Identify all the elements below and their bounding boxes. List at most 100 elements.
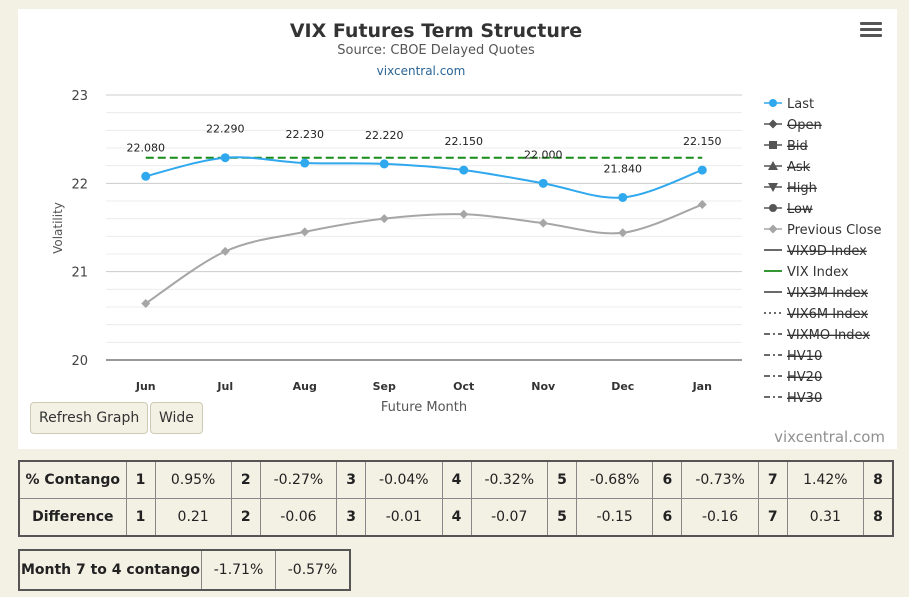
- legend-item-label[interactable]: VIXMO Index: [787, 328, 870, 343]
- month-7-to-4-table: Month 7 to 4 contango -1.71% -0.57%: [18, 549, 351, 591]
- difference-month-number: 6: [652, 498, 683, 537]
- last-point: [379, 159, 389, 169]
- legend-triangle-icon: [768, 161, 778, 170]
- last-data-label: 22.220: [365, 129, 404, 142]
- difference-value: -0.06: [259, 498, 338, 537]
- contango-value: -0.27%: [259, 460, 338, 499]
- chart-menu-icon[interactable]: [860, 22, 882, 40]
- contango-month-number: 6: [652, 460, 683, 499]
- legend-item-label[interactable]: Low: [787, 202, 813, 217]
- y-tick-label: 22: [71, 177, 88, 192]
- difference-value: -0.01: [365, 498, 443, 537]
- legend-item-label[interactable]: HV20: [787, 370, 822, 385]
- contango-value: 1.42%: [786, 460, 864, 499]
- x-tick-label: Oct: [453, 380, 474, 393]
- difference-month-number: 7: [757, 498, 788, 537]
- contango-value: -0.32%: [470, 460, 548, 499]
- legend-item-label[interactable]: High: [787, 181, 817, 196]
- legend-item-label[interactable]: VIX Index: [787, 265, 849, 280]
- x-tick-label: Nov: [531, 380, 556, 393]
- previous-close-point: [300, 227, 310, 237]
- legend-item-label[interactable]: Bid: [787, 139, 808, 154]
- difference-value: -0.15: [575, 498, 654, 537]
- last-data-label: 22.290: [206, 123, 245, 136]
- x-tick-label: Aug: [293, 380, 317, 393]
- contango-month-number: 1: [125, 460, 156, 499]
- chart-subtitle: Source: CBOE Delayed Quotes: [337, 43, 535, 58]
- previous-close-point: [379, 214, 389, 224]
- x-tick-label: Jan: [692, 380, 712, 393]
- contango-month-number: 4: [441, 460, 472, 499]
- contango-value: -0.68%: [575, 460, 654, 499]
- chart-title: VIX Futures Term Structure: [290, 20, 582, 42]
- y-tick-label: 23: [71, 89, 88, 104]
- difference-value: 0.31: [786, 498, 864, 537]
- month-7-to-4-value-2: -0.57%: [275, 549, 351, 591]
- legend-item-label[interactable]: VIX9D Index: [787, 244, 867, 259]
- y-axis-label: Volatility: [51, 202, 65, 254]
- contango-month-number: 2: [230, 460, 261, 499]
- chart-panel: VIX Futures Term Structure Source: CBOE D…: [18, 9, 897, 449]
- contango-row: % Contango 1 0.95% 2 -0.27% 3 -0.04% 4 -0.32% 5 -0…: [18, 460, 894, 499]
- legend-item-label[interactable]: HV30: [787, 391, 822, 406]
- contango-month-number: 8: [862, 460, 894, 499]
- legend-triangle-down-icon: [768, 183, 778, 192]
- contango-month-number: 3: [336, 460, 367, 499]
- difference-month-number: 8: [862, 498, 894, 537]
- difference-row: Difference 1 0.21 2 -0.06 3 -0.01 4 -0.07 5 -0.15 6…: [18, 498, 894, 537]
- difference-month-number: 5: [546, 498, 577, 537]
- x-tick-label: Jun: [135, 380, 156, 393]
- last-point: [538, 178, 548, 188]
- difference-month-number: 1: [125, 498, 156, 537]
- y-tick-label: 20: [71, 354, 88, 369]
- contango-value: 0.95%: [154, 460, 232, 499]
- month-7-to-4-value-1: -1.71%: [201, 549, 276, 591]
- legend-item-label[interactable]: Previous Close: [787, 223, 882, 238]
- previous-close-point: [538, 218, 548, 228]
- last-point: [300, 158, 310, 168]
- difference-month-number: 3: [336, 498, 367, 537]
- last-data-label: 22.230: [286, 128, 325, 141]
- legend-diamond-icon: [768, 119, 778, 129]
- previous-close-point: [459, 209, 469, 219]
- difference-header: Difference: [18, 498, 127, 537]
- legend-item-label[interactable]: Ask: [787, 160, 811, 175]
- legend-item-label[interactable]: HV10: [787, 349, 822, 364]
- last-data-label: 22.000: [524, 148, 563, 161]
- x-tick-label: Jul: [216, 380, 233, 393]
- previous-close-point: [697, 200, 707, 210]
- difference-value: -0.07: [470, 498, 548, 537]
- difference-value: -0.16: [681, 498, 759, 537]
- legend-circle-icon: [769, 204, 777, 212]
- contango-value: -0.04%: [365, 460, 443, 499]
- x-tick-label: Sep: [373, 380, 396, 393]
- legend-item-label[interactable]: Open: [787, 118, 822, 133]
- legend-item-label[interactable]: VIX6M Index: [787, 307, 868, 322]
- month-7-to-4-header: Month 7 to 4 contango: [18, 549, 202, 591]
- last-point: [459, 165, 469, 175]
- last-data-label: 22.150: [445, 135, 484, 148]
- y-tick-label: 21: [71, 266, 88, 281]
- contango-header: % Contango: [18, 460, 127, 499]
- last-data-label: 21.840: [604, 162, 643, 175]
- x-tick-label: Dec: [611, 380, 634, 393]
- last-data-label: 22.080: [127, 141, 166, 154]
- vixcentral-link[interactable]: vixcentral.com: [377, 64, 466, 78]
- x-axis-label: Future Month: [381, 400, 467, 415]
- difference-month-number: 4: [441, 498, 472, 537]
- previous-close-point: [618, 228, 628, 238]
- contango-value: -0.73%: [681, 460, 759, 499]
- credits-link[interactable]: vixcentral.com: [774, 428, 885, 446]
- refresh-graph-button[interactable]: Refresh Graph: [30, 402, 149, 434]
- contango-month-number: 7: [757, 460, 788, 499]
- contango-table: % Contango 1 0.95% 2 -0.27% 3 -0.04% 4 -0.32% 5 -0…: [18, 460, 894, 537]
- last-point: [697, 165, 707, 175]
- previous-close-point: [141, 298, 151, 308]
- legend-item-label[interactable]: Last: [787, 97, 814, 112]
- wide-button[interactable]: Wide: [150, 402, 203, 434]
- last-point: [618, 192, 628, 202]
- legend-item-label[interactable]: VIX3M Index: [787, 286, 868, 301]
- legend-diamond-icon: [768, 224, 778, 234]
- difference-month-number: 2: [230, 498, 261, 537]
